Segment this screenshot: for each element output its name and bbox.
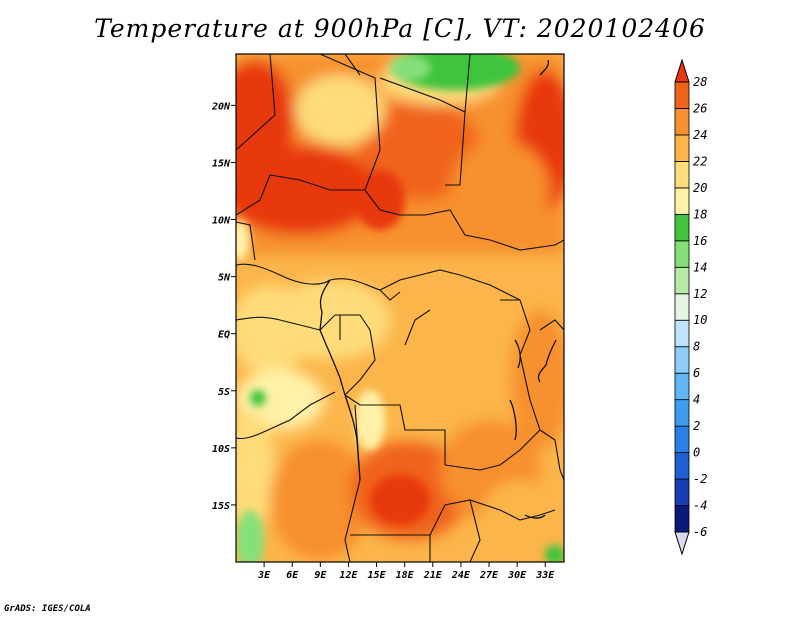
y-tick-label: EQ bbox=[218, 330, 230, 341]
colorbar-segment bbox=[674, 505, 690, 533]
y-tick-label: 5S bbox=[218, 387, 230, 398]
colorbar-label: 4 bbox=[693, 393, 700, 407]
y-tick-label: 10S bbox=[212, 444, 230, 455]
x-tick-label: 27E bbox=[479, 570, 499, 581]
y-tick-label: 5N bbox=[218, 273, 231, 284]
colorbar-segment bbox=[674, 187, 690, 215]
colorbar-segment bbox=[674, 452, 690, 480]
colorbar-segment bbox=[674, 425, 690, 453]
coastlines bbox=[236, 59, 557, 519]
temperature-field bbox=[236, 54, 564, 562]
x-tick-label: 30E bbox=[507, 570, 527, 581]
colorbar-label: 22 bbox=[693, 154, 707, 168]
credit-text: GrADS: IGES/COLA bbox=[4, 604, 91, 614]
country-borders bbox=[236, 54, 564, 562]
colorbar-label: -2 bbox=[693, 472, 707, 486]
y-axis: 15S 10S 5S EQ 5N 10N 15N 20N bbox=[211, 101, 236, 512]
colorbar-label: 18 bbox=[693, 207, 707, 221]
colorbar-segment bbox=[674, 161, 690, 189]
colorbar-segment bbox=[674, 293, 690, 321]
chart-title: Temperature at 900hPa [C], VT: 202010240… bbox=[94, 14, 706, 43]
x-tick-label: 3E bbox=[257, 570, 271, 581]
colorbar-segment bbox=[674, 240, 690, 268]
colorbar-label: 12 bbox=[693, 287, 707, 301]
colorbar-label: 20 bbox=[693, 181, 707, 195]
x-tick-label: 15E bbox=[368, 570, 387, 581]
colorbar-segment bbox=[674, 346, 690, 374]
colorbar-upper-triangle bbox=[674, 58, 690, 83]
x-tick-label: 21E bbox=[423, 570, 443, 581]
map-frame bbox=[235, 53, 565, 563]
x-tick-label: 12E bbox=[339, 570, 358, 581]
colorbar-label: 2 bbox=[693, 419, 700, 433]
colorbar-segment bbox=[674, 81, 690, 109]
colorbar-label: 16 bbox=[693, 234, 707, 248]
x-axis: 3E 6E 9E 12E 15E 18E 21E 24E 27E 30E 33E bbox=[257, 562, 555, 581]
x-tick-label: 6E bbox=[286, 570, 299, 581]
colorbar-label: 24 bbox=[693, 128, 707, 142]
colorbar-label: 0 bbox=[693, 446, 700, 460]
colorbar-segment bbox=[674, 372, 690, 401]
colorbar-label: -6 bbox=[693, 525, 707, 539]
x-tick-label: 24E bbox=[451, 570, 471, 581]
x-tick-label: 9E bbox=[314, 570, 327, 581]
colorbar-segment bbox=[674, 478, 690, 506]
colorbar-segment bbox=[674, 319, 690, 348]
colorbar-label: 26 bbox=[693, 101, 707, 115]
colorbar-label: 6 bbox=[693, 366, 700, 380]
colorbar-label: 10 bbox=[693, 313, 707, 327]
y-tick-label: 20N bbox=[211, 101, 231, 112]
x-tick-label: 33E bbox=[535, 570, 555, 581]
colorbar-segment bbox=[674, 266, 690, 295]
x-tick-label: 18E bbox=[396, 570, 415, 581]
colorbar-label: 28 bbox=[693, 75, 707, 89]
colorbar-lower-triangle bbox=[674, 531, 690, 556]
colorbar-segment bbox=[674, 399, 690, 427]
colorbar-label: 14 bbox=[693, 260, 707, 274]
y-tick-label: 10N bbox=[212, 216, 231, 227]
colorbar-label: 8 bbox=[693, 340, 700, 354]
colorbar-segment bbox=[674, 213, 690, 242]
colorbar-segment bbox=[674, 134, 690, 162]
colorbar-segment bbox=[674, 108, 690, 136]
y-tick-label: 15N bbox=[212, 158, 231, 169]
colorbar-label: -4 bbox=[693, 499, 707, 513]
y-tick-label: 15S bbox=[212, 501, 230, 512]
